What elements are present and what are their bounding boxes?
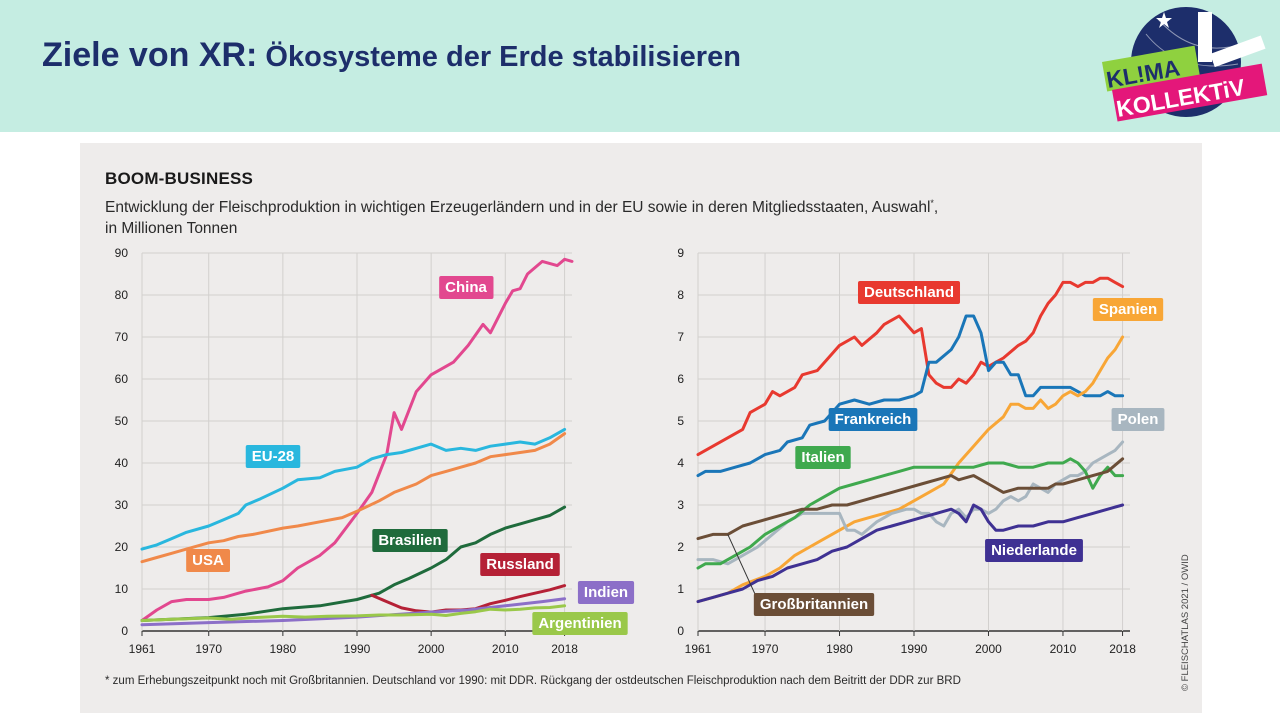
figure-subtitle: Entwicklung der Fleischproduktion in wic… <box>105 193 1005 239</box>
chart1-ytick-label: 80 <box>115 288 129 302</box>
chart2-ytick-label: 8 <box>677 288 684 302</box>
chart1-label-brasilien: Brasilien <box>378 532 441 549</box>
chart1-xtick-label: 2000 <box>418 642 445 656</box>
chart1-label-bg-brasilien <box>372 529 448 552</box>
chart2-label-bg-frankreich <box>828 408 918 431</box>
chart1-xtick-label: 1961 <box>129 642 156 656</box>
chart1-line-indien <box>140 597 567 627</box>
chart2-line-italien <box>696 457 1125 570</box>
chart2-ytick-label: 4 <box>677 456 684 470</box>
chart1-label-usa: USA <box>192 552 224 569</box>
slide-title-bold: Ziele von XR: <box>42 36 258 74</box>
chart1-ytick-label: 0 <box>121 624 128 638</box>
chart2-ytick-label: 1 <box>677 582 684 596</box>
figure-subtitle-line2: in Millionen Tonnen <box>105 220 238 238</box>
chart1-ytick-label: 60 <box>115 372 129 386</box>
chart2-label-bg-grossbritannien <box>753 593 875 616</box>
chart1-ytick-label: 90 <box>115 246 129 260</box>
chart2-line-grossbritannien <box>696 457 1125 541</box>
chart1-label-russland: Russland <box>486 556 554 573</box>
chart1-label-bg-indien <box>577 581 635 604</box>
chart1-ytick-label: 50 <box>115 414 129 428</box>
chart2-label-bg-polen <box>1111 408 1165 431</box>
chart2-label-bg-italien <box>795 446 851 469</box>
klima-kollektiv-logo: KL!MA KOLLEKTiV <box>1102 7 1268 122</box>
chart1-label-eu-28: EU-28 <box>252 448 295 465</box>
chart2-ytick-label: 2 <box>677 540 684 554</box>
chart1-label-bg-china <box>439 276 494 299</box>
chart2-xtick-label: 1980 <box>826 642 853 656</box>
chart1-label-bg-argentinien <box>532 612 628 635</box>
chart2-xtick-label: 2010 <box>1050 642 1077 656</box>
chart1-line-eu-28 <box>140 427 567 551</box>
chart2-label-frankreich: Frankreich <box>835 411 912 428</box>
chart2-ytick-label: 9 <box>677 246 684 260</box>
chart1-line-brasilien <box>140 505 567 622</box>
chart1-label-indien: Indien <box>584 584 628 601</box>
figure-subtitle-end: , <box>933 199 939 217</box>
chart2-xtick-label: 1961 <box>685 642 712 656</box>
chart2-label-bg-deutschland <box>857 281 961 304</box>
chart2-xtick-label: 1990 <box>901 642 928 656</box>
figure-footnote: * zum Erhebungszeitpunkt noch mit Großbr… <box>105 675 961 687</box>
chart2-label-italien: Italien <box>801 449 844 466</box>
chart1-line-argentinien <box>140 604 567 622</box>
chart1-ytick-label: 10 <box>115 582 129 596</box>
chart2-ytick-label: 0 <box>677 624 684 638</box>
chart2-ytick-label: 6 <box>677 372 684 386</box>
chart2-xtick-label: 2000 <box>975 642 1002 656</box>
chart2-ytick-label: 7 <box>677 330 684 344</box>
figure-subtitle-main: Entwicklung der Fleischproduktion in wic… <box>105 199 931 217</box>
slide-title: Ziele von XR: Ökosysteme der Erde stabil… <box>42 36 741 75</box>
chart1-ytick-label: 70 <box>115 330 129 344</box>
chart2-ytick-label: 5 <box>677 414 684 428</box>
chart1-label-bg-usa <box>186 549 231 572</box>
chart2-line-niederlande <box>696 503 1125 604</box>
chart2-label-niederlande: Niederlande <box>991 542 1077 559</box>
chart2-ytick-label: 3 <box>677 498 684 512</box>
chart2-label-spanien: Spanien <box>1099 301 1157 318</box>
chart2-xtick-label: 2018 <box>1109 642 1136 656</box>
slide-header <box>0 0 1280 132</box>
chart2-label-bg-spanien <box>1092 298 1164 321</box>
chart1-xtick-label: 1980 <box>270 642 297 656</box>
chart1-ytick-label: 40 <box>115 456 129 470</box>
chart1-label-bg-russland <box>480 553 560 576</box>
figure-title: BOOM-BUSINESS <box>105 169 254 188</box>
figure-subtitle-mark: * <box>930 198 934 208</box>
chart2-line-frankreich <box>696 314 1125 478</box>
chart2-line-spanien <box>696 335 1125 604</box>
chart2-label-deutschland: Deutschland <box>864 284 954 301</box>
chart1-label-china: China <box>445 279 487 296</box>
chart1-ytick-label: 30 <box>115 498 129 512</box>
chart1-line-usa <box>140 432 567 564</box>
figure-panel: BOOM-BUSINESS Entwicklung der Fleischpro… <box>80 143 1202 713</box>
chart1-line-china <box>140 257 574 622</box>
chart1-xtick-label: 1970 <box>195 642 222 656</box>
chart1-xtick-label: 2010 <box>492 642 519 656</box>
chart1-label-bg-eu-28 <box>245 445 301 468</box>
slide-title-rest: Ökosysteme der Erde stabilisieren <box>257 41 741 73</box>
chart1-xtick-label: 2018 <box>551 642 578 656</box>
chart2-xtick-label: 1970 <box>752 642 779 656</box>
chart1-ytick-label: 20 <box>115 540 129 554</box>
chart1-xtick-label: 1990 <box>344 642 371 656</box>
figure-copyright: © FLEISCHATLAS 2021 / OWID <box>1180 554 1191 691</box>
chart2-label-polen: Polen <box>1118 411 1159 428</box>
chart2-line-deutschland <box>696 276 1125 457</box>
chart2-label-grossbritannien: Großbritannien <box>760 596 868 613</box>
chart1-label-argentinien: Argentinien <box>538 615 621 632</box>
chart2-label-bg-niederlande <box>985 539 1083 562</box>
